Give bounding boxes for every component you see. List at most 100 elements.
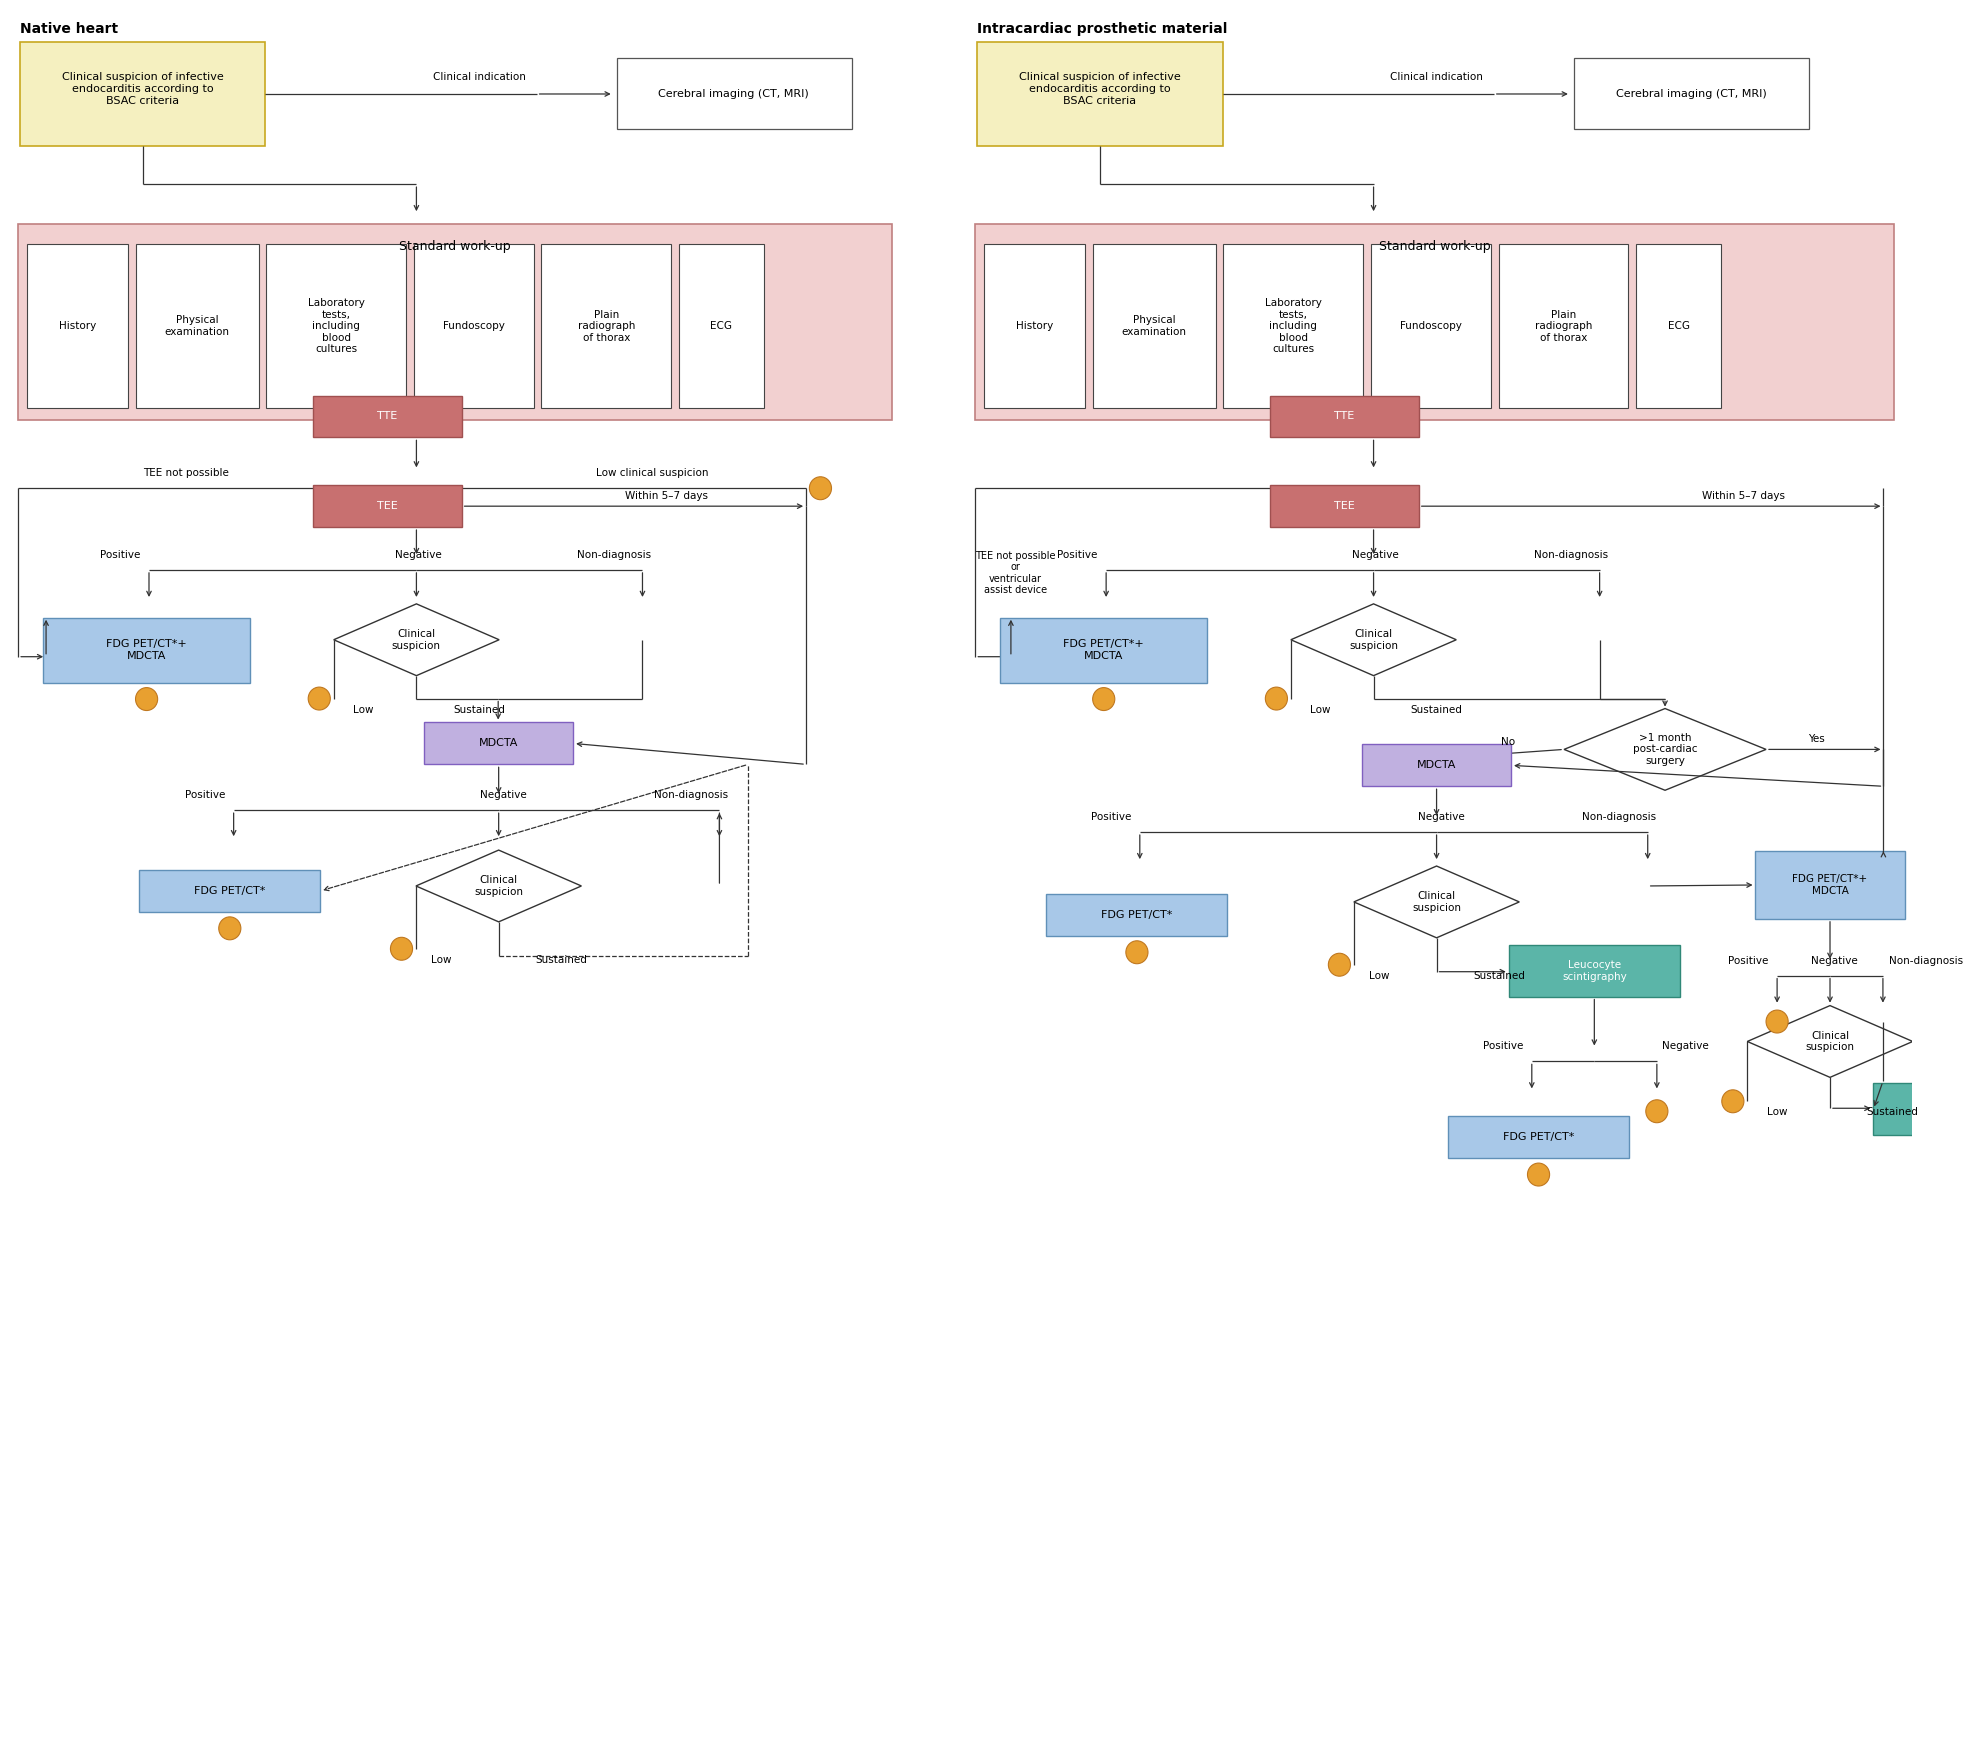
Text: Positive: Positive (1058, 551, 1098, 560)
Text: Positive: Positive (99, 551, 141, 560)
Text: Low: Low (1310, 705, 1330, 714)
Text: Non-diagnosis: Non-diagnosis (653, 791, 728, 800)
Circle shape (1264, 688, 1288, 710)
Bar (312, 396, 463, 437)
Bar (1509, 945, 1679, 996)
Circle shape (1528, 1163, 1550, 1186)
Circle shape (218, 917, 240, 940)
Circle shape (1125, 940, 1147, 963)
Bar (617, 58, 852, 130)
Text: FDG PET/CT*+
MDCTA: FDG PET/CT*+ MDCTA (107, 640, 187, 661)
Text: Sustained: Sustained (1866, 1107, 1918, 1117)
Text: TTE: TTE (377, 412, 397, 421)
Text: Clinical
suspicion: Clinical suspicion (1411, 891, 1461, 912)
Bar (1270, 486, 1419, 528)
Bar (135, 244, 258, 409)
Circle shape (391, 937, 413, 959)
Bar (266, 244, 405, 409)
Text: Clinical
suspicion: Clinical suspicion (1806, 1031, 1854, 1052)
Bar (28, 244, 127, 409)
Circle shape (1721, 1089, 1745, 1112)
Text: Sustained: Sustained (453, 705, 504, 714)
Text: Negative: Negative (480, 791, 526, 800)
Text: >1 month
post-cardiac
surgery: >1 month post-cardiac surgery (1634, 733, 1697, 766)
Text: FDG PET/CT*+
MDCTA: FDG PET/CT*+ MDCTA (1064, 640, 1143, 661)
Bar (1092, 244, 1215, 409)
Text: TTE: TTE (1334, 412, 1354, 421)
Text: Negative: Negative (395, 551, 443, 560)
Bar (977, 42, 1223, 146)
Circle shape (308, 688, 330, 710)
Text: Within 5–7 days: Within 5–7 days (625, 491, 709, 502)
Text: Clinical
suspicion: Clinical suspicion (474, 875, 524, 896)
Text: FDG PET/CT*: FDG PET/CT* (1102, 910, 1173, 919)
Polygon shape (1747, 1005, 1914, 1077)
Text: FDG PET/CT*: FDG PET/CT* (195, 886, 266, 896)
Text: MDCTA: MDCTA (1417, 759, 1457, 770)
Text: Positive: Positive (1729, 956, 1769, 966)
Polygon shape (1290, 603, 1457, 675)
Circle shape (1328, 952, 1350, 977)
Text: Leucocyte
scintigraphy: Leucocyte scintigraphy (1562, 959, 1628, 982)
Text: Positive: Positive (185, 791, 224, 800)
Text: ECG: ECG (1667, 321, 1689, 332)
Bar (413, 244, 534, 409)
Text: Clinical
suspicion: Clinical suspicion (391, 630, 441, 651)
Bar (312, 486, 463, 528)
Bar (1223, 244, 1364, 409)
Text: Fundoscopy: Fundoscopy (443, 321, 504, 332)
Text: Physical
examination: Physical examination (165, 316, 230, 337)
Text: Within 5–7 days: Within 5–7 days (1703, 491, 1785, 502)
Text: Non-diagnosis: Non-diagnosis (1534, 551, 1608, 560)
Text: Standard work-up: Standard work-up (399, 240, 510, 253)
Bar (1755, 851, 1904, 919)
Bar (985, 244, 1086, 409)
Text: No: No (1501, 737, 1515, 747)
Circle shape (1767, 1010, 1788, 1033)
Text: Clinical suspicion of infective
endocarditis according to
BSAC criteria: Clinical suspicion of infective endocard… (62, 72, 224, 105)
Text: Non-diagnosis: Non-diagnosis (1890, 956, 1963, 966)
Text: Positive: Positive (1483, 1042, 1522, 1051)
Text: Clinical suspicion of infective
endocarditis according to
BSAC criteria: Clinical suspicion of infective endocard… (1018, 72, 1181, 105)
Text: ECG: ECG (711, 321, 732, 332)
Text: Plain
radiograph
of thorax: Plain radiograph of thorax (1534, 310, 1592, 342)
Text: Fundoscopy: Fundoscopy (1399, 321, 1461, 332)
Text: Low: Low (353, 705, 373, 714)
Text: Native heart: Native heart (20, 21, 119, 35)
Text: MDCTA: MDCTA (478, 738, 518, 749)
Text: TEE not possible: TEE not possible (143, 468, 228, 479)
Bar (1000, 617, 1207, 682)
Text: Plain
radiograph
of thorax: Plain radiograph of thorax (578, 310, 635, 342)
Text: Sustained: Sustained (536, 954, 588, 965)
Text: Negative: Negative (1352, 551, 1399, 560)
Text: Negative: Negative (1812, 956, 1858, 966)
Text: TEE: TEE (1334, 502, 1354, 510)
Bar (1499, 244, 1628, 409)
Text: Negative: Negative (1661, 1042, 1709, 1051)
Bar (679, 244, 764, 409)
Text: Sustained: Sustained (1409, 705, 1463, 714)
Text: Clinical indication: Clinical indication (1390, 72, 1483, 82)
Text: TEE not possible
or
ventricular
assist device: TEE not possible or ventricular assist d… (975, 551, 1056, 595)
Text: Clinical indication: Clinical indication (433, 72, 526, 82)
Text: Low clinical suspicion: Low clinical suspicion (596, 468, 709, 479)
Bar (18, 225, 891, 421)
Bar (975, 225, 1894, 421)
Text: Sustained: Sustained (1473, 970, 1524, 980)
Bar (139, 870, 320, 912)
Text: Non-diagnosis: Non-diagnosis (576, 551, 651, 560)
Polygon shape (1564, 709, 1767, 791)
Text: Physical
examination: Physical examination (1122, 316, 1187, 337)
Circle shape (1092, 688, 1116, 710)
Bar (1372, 244, 1491, 409)
Text: Low: Low (1767, 1107, 1786, 1117)
Bar (1636, 244, 1721, 409)
Text: Low: Low (431, 954, 451, 965)
Circle shape (135, 688, 157, 710)
Bar (1574, 58, 1810, 130)
Bar (1449, 1116, 1630, 1158)
Text: Negative: Negative (1417, 812, 1465, 823)
Polygon shape (417, 851, 582, 923)
Text: Cerebral imaging (CT, MRI): Cerebral imaging (CT, MRI) (1616, 89, 1767, 98)
Text: History: History (60, 321, 95, 332)
